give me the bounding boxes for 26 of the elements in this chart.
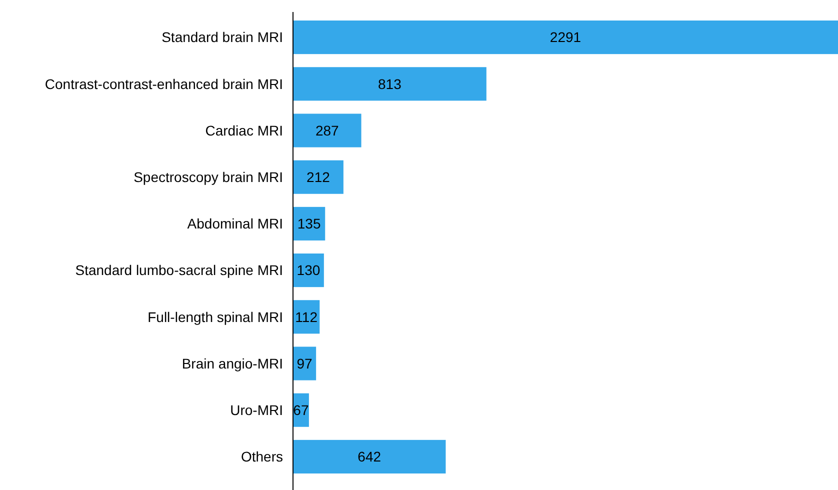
data-label: 813 <box>378 76 402 92</box>
data-label: 67 <box>293 402 309 418</box>
data-label: 130 <box>296 262 320 278</box>
y-tick-label: Standard brain MRI <box>162 29 283 46</box>
data-label: 642 <box>358 448 382 465</box>
y-tick-label: Contrast-contrast-enhanced brain MRI <box>44 76 283 92</box>
bar <box>293 20 838 54</box>
y-tick-label: Uro-MRI <box>230 402 283 418</box>
bar <box>293 67 486 101</box>
data-label: 212 <box>306 169 330 185</box>
bar <box>293 440 446 474</box>
y-tick-label: Spectroscopy brain MRI <box>134 169 283 185</box>
data-label: 2291 <box>550 29 582 46</box>
y-tick-label: Full-length spinal MRI <box>148 308 283 325</box>
y-tick-label: Brain angio-MRI <box>182 355 283 372</box>
y-tick-label: Others <box>240 448 283 465</box>
y-tick-label: Standard lumbo-sacral spine MRI <box>75 262 283 278</box>
bar <box>293 346 316 380</box>
y-tick-label: Cardiac MRI <box>205 122 283 138</box>
bar <box>293 160 344 194</box>
data-label: 97 <box>296 355 313 372</box>
bar <box>293 114 362 148</box>
data-label: 135 <box>297 216 321 232</box>
y-tick-label: Abdominal MRI <box>187 216 283 232</box>
data-label: 112 <box>295 308 318 325</box>
data-label: 287 <box>315 122 340 138</box>
